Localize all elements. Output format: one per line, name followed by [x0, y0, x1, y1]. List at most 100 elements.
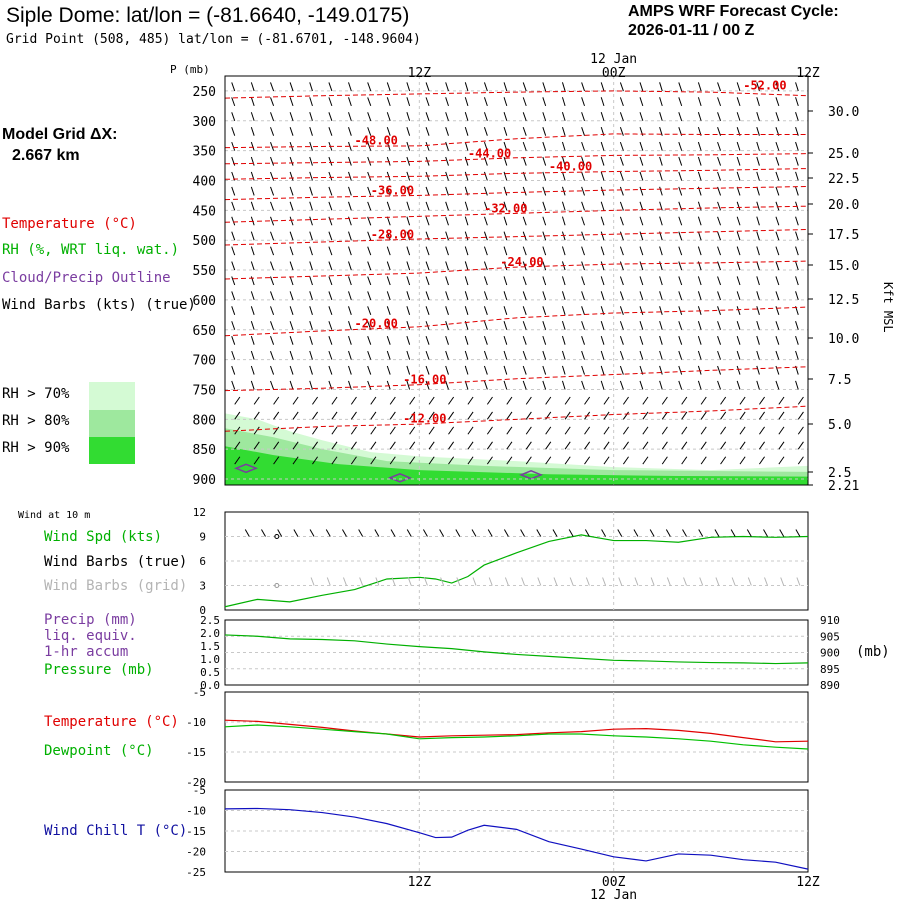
wind-barb [681, 396, 688, 405]
wind-barb [795, 186, 799, 196]
surface-wind-barb-grid [326, 577, 331, 586]
wind-barb [756, 350, 760, 360]
wind-barb [756, 126, 760, 136]
wind-barb [486, 426, 493, 435]
wind-barb [503, 141, 508, 151]
wind-barb [561, 112, 566, 121]
wind-barb [717, 156, 722, 166]
wind-barb [464, 306, 469, 315]
temperature-contour-label: -36.00 [371, 183, 414, 197]
wind-barb [231, 112, 236, 121]
wind-barb [483, 380, 488, 390]
pressure-label: Pressure (mb) [44, 662, 154, 678]
wind-barb [759, 441, 765, 450]
dewpoint-label: Dewpoint (°C) [44, 743, 154, 759]
wind-barb [328, 306, 333, 315]
page-title: Siple Dome: lat/lon = (-81.6640, -149.01… [6, 4, 410, 27]
temperature-contour-label: -28.00 [371, 227, 414, 241]
wind-barb [736, 350, 741, 360]
wind-barb [250, 186, 255, 196]
wind-barb [661, 411, 668, 420]
surface-wind-barb [487, 529, 493, 537]
wind-barb [795, 321, 799, 330]
wind-barb [619, 156, 624, 166]
wind-barb [445, 231, 449, 241]
wind-barb [503, 306, 508, 315]
wind-barb [717, 365, 722, 375]
wind-barb [697, 291, 702, 301]
surface-wind-barb [682, 529, 687, 537]
wind-barb [600, 246, 605, 256]
wind-speed-tick: 0 [199, 604, 206, 617]
wind-barb [639, 141, 644, 151]
wind-barb [639, 306, 644, 315]
wind-barb [253, 441, 260, 450]
wind-barb [467, 411, 474, 420]
wind-barb [445, 306, 449, 315]
wind-barb [289, 291, 294, 301]
wind-barb [270, 216, 275, 226]
surface-wind-barb-grid [375, 577, 380, 586]
legend-temperature: Temperature (°C) [2, 216, 137, 232]
wind-barb [270, 142, 275, 151]
wind-barb [409, 456, 416, 465]
surface-wind-barb-grid [585, 577, 590, 586]
wind-barb [642, 396, 649, 405]
wind-barb [759, 426, 765, 435]
wind-barb [231, 306, 236, 315]
wind-barb [542, 276, 547, 286]
wind-barb [231, 141, 236, 151]
wind-barb [250, 306, 255, 315]
wind-barb [795, 112, 799, 121]
wind-barb [697, 335, 702, 345]
wind-barb [464, 156, 469, 166]
wind-barb [425, 112, 430, 121]
wind-barb [386, 127, 391, 136]
wind-barb [717, 276, 722, 286]
wind-barb [778, 411, 785, 420]
wind-barb [467, 426, 474, 435]
wind-barb [348, 306, 352, 315]
wind-barb [406, 216, 411, 226]
temperature-contour-label: -12.00 [403, 411, 446, 425]
wind-barb [619, 336, 624, 345]
wind-barb [756, 156, 760, 166]
wind-barb [367, 306, 372, 316]
wind-barb [406, 261, 411, 271]
wind-barb [250, 335, 255, 345]
surface-wind-barb [342, 529, 347, 537]
wind-barb [464, 350, 469, 360]
precip-tick: 2.5 [200, 614, 220, 627]
pressure-line [224, 634, 809, 665]
pressure-tick-label: 900 [193, 473, 216, 488]
wind-barb [309, 306, 313, 315]
wind-barb [503, 246, 508, 256]
wind-barb [525, 426, 532, 435]
wind-barb [483, 365, 488, 375]
surface-wind-barb [325, 529, 331, 537]
wind-barb [309, 350, 313, 360]
wind-barb [309, 291, 313, 301]
wind-barb [292, 396, 299, 405]
wind-barb [289, 231, 294, 241]
wind-barb [270, 365, 275, 375]
wind-barb [756, 365, 760, 375]
pressure-tick-label: 700 [193, 354, 216, 369]
wind-barb [367, 82, 372, 92]
wind-barb [717, 112, 722, 121]
wind-barb [717, 306, 722, 315]
wind-barb [464, 335, 469, 345]
wind-barb [622, 441, 629, 450]
wind-barb [600, 82, 605, 92]
wind-barb [542, 365, 547, 375]
wind-barbs [231, 82, 804, 465]
wind-barb [775, 380, 780, 390]
wind-barb [778, 396, 785, 405]
pressure-tick: 905 [820, 630, 840, 643]
wind-barb [522, 201, 527, 211]
forecast-cycle-date: 2026-01-11 / 00 Z [628, 22, 755, 39]
wind-barb [367, 336, 372, 345]
surface-wind-barb-grid [683, 577, 688, 586]
wind-barb [389, 396, 396, 405]
wind-barb [406, 201, 411, 211]
